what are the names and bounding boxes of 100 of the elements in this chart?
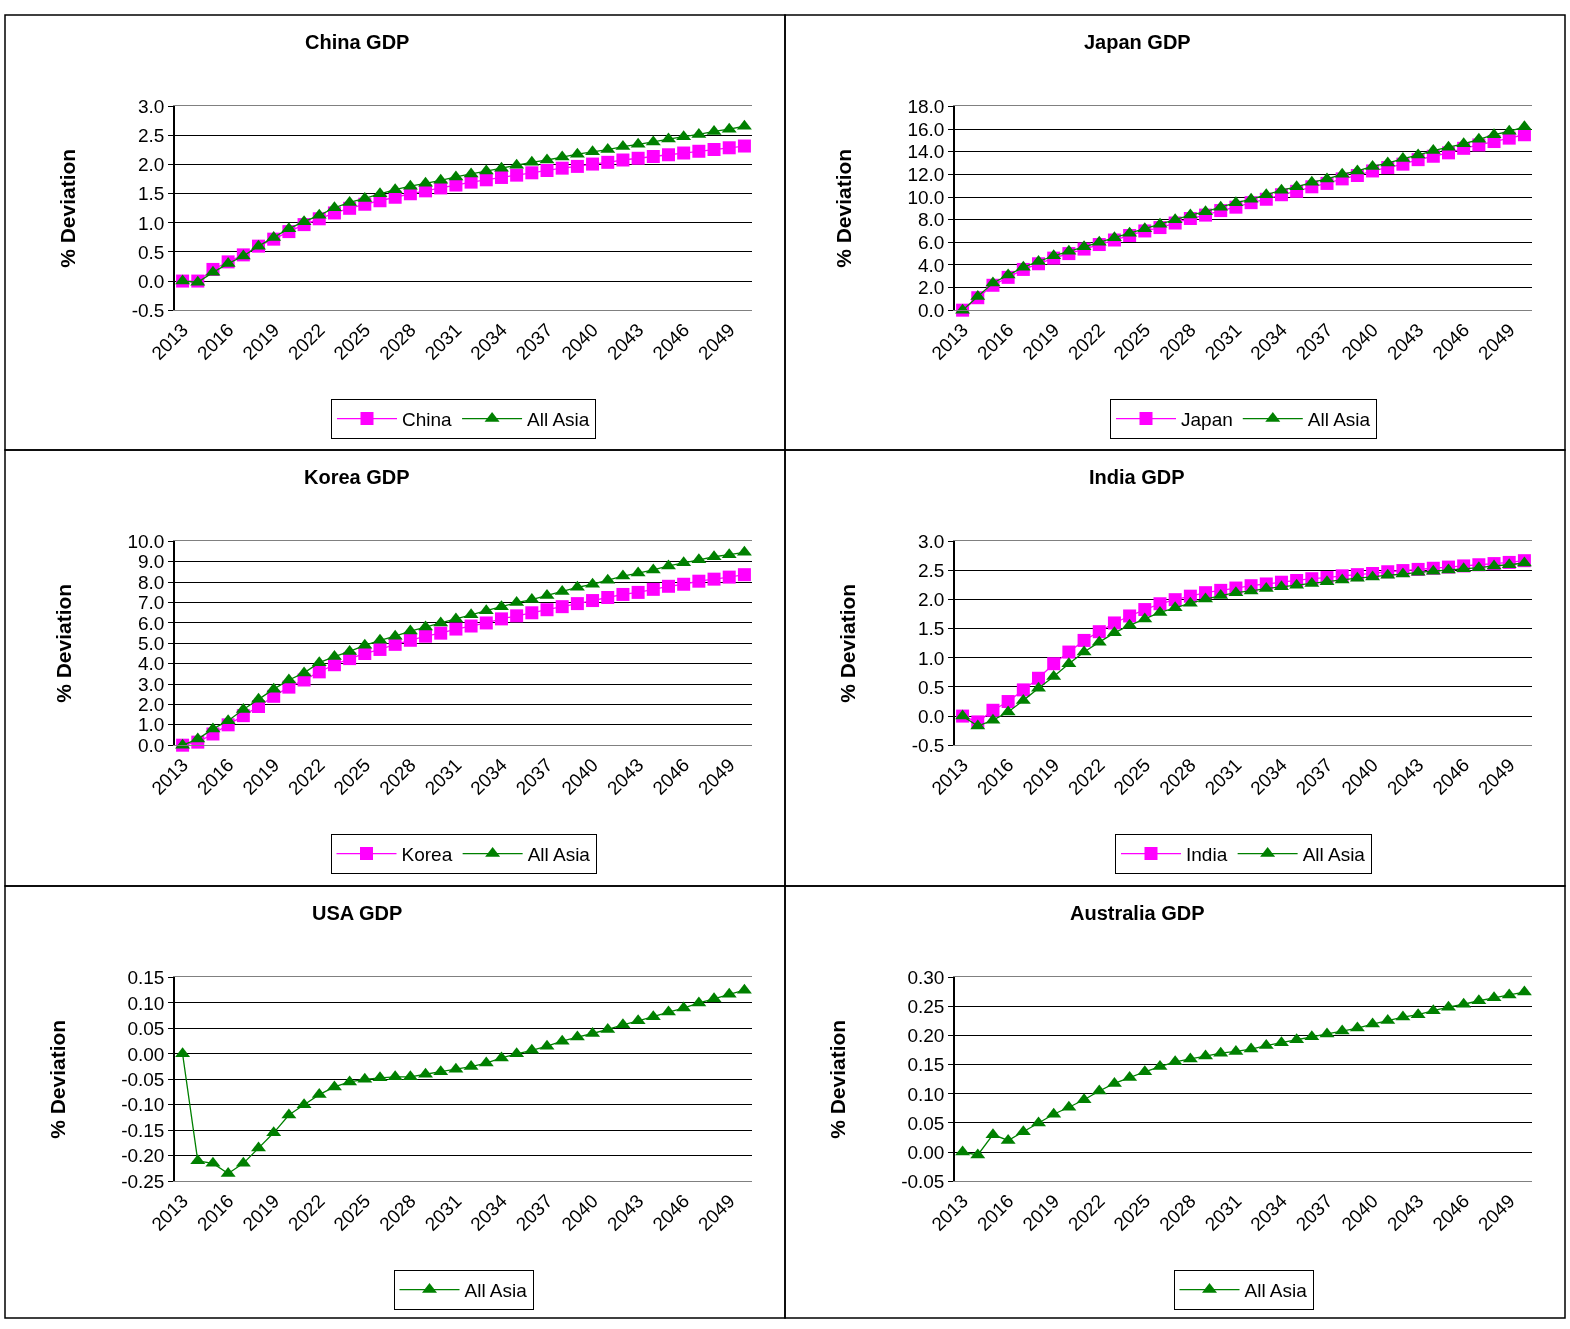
y-tick-label: 7.0 — [138, 592, 165, 614]
y-tick-label: 3.0 — [918, 531, 945, 553]
point — [1138, 603, 1152, 617]
y-tick-label: 0.0 — [918, 705, 945, 727]
y-tick-label: 0.00 — [907, 1141, 945, 1163]
legend-label: India — [1186, 844, 1228, 866]
y-tick-label: 2.0 — [918, 589, 945, 611]
point — [707, 143, 721, 157]
point — [312, 665, 326, 679]
point — [1123, 609, 1137, 623]
point — [479, 616, 493, 630]
y-tick-label: 0.5 — [918, 676, 945, 698]
y-tick-label: 2.5 — [918, 560, 945, 582]
point — [510, 168, 524, 182]
y-tick-label: 1.0 — [138, 714, 165, 736]
y-tick-label: -0.20 — [121, 1145, 165, 1167]
legend-label: All Asia — [464, 1280, 528, 1302]
y-tick-label: 1.0 — [918, 647, 945, 669]
point — [479, 173, 493, 187]
legend-label: All Asia — [1302, 844, 1366, 866]
point — [1153, 597, 1167, 611]
point — [692, 144, 706, 158]
point — [737, 568, 751, 582]
point — [1077, 633, 1091, 647]
y-tick-label: 0.5 — [138, 241, 165, 263]
y-tick-label: -0.5 — [911, 734, 945, 756]
point — [661, 579, 675, 593]
y-axis-title: % Deviation — [832, 148, 856, 268]
point — [722, 141, 736, 155]
y-tick-label: 2.0 — [138, 154, 165, 176]
y-tick-label: 4.0 — [138, 653, 165, 675]
y-tick-label: 5.0 — [138, 632, 165, 654]
y-tick-label: -0.15 — [121, 1119, 165, 1141]
y-axis-title: % Deviation — [56, 148, 80, 268]
y-tick-label: 10.0 — [907, 186, 945, 208]
chart-title: Australia GDP — [1070, 902, 1205, 924]
legend-label: All Asia — [527, 844, 591, 866]
chart-title: Korea GDP — [304, 466, 410, 488]
y-axis-title: % Deviation — [45, 1019, 69, 1139]
point — [601, 591, 615, 604]
y-axis-title: % Deviation — [836, 583, 860, 703]
y-tick-label: 0.0 — [918, 299, 945, 321]
point — [494, 170, 508, 184]
point — [373, 642, 387, 656]
point — [677, 577, 691, 591]
legend-label: Korea — [401, 844, 453, 866]
point — [464, 175, 478, 189]
point — [586, 157, 600, 171]
point — [661, 148, 675, 162]
y-tick-label: 3.0 — [138, 96, 165, 118]
y-tick-label: 0.10 — [907, 1083, 945, 1105]
y-tick-label: 18.0 — [907, 96, 945, 118]
point — [1001, 695, 1015, 709]
point — [1092, 625, 1106, 639]
point — [1107, 616, 1121, 630]
y-axis-title: % Deviation — [52, 583, 76, 703]
point — [737, 139, 751, 153]
y-tick-label: -0.5 — [131, 299, 165, 321]
point — [616, 153, 630, 167]
point — [525, 606, 539, 620]
y-tick-label: 1.0 — [138, 212, 165, 234]
y-tick-label: 0.20 — [907, 1025, 945, 1047]
point — [646, 150, 660, 164]
y-tick-label: 12.0 — [907, 164, 945, 186]
point — [464, 619, 478, 633]
legend-label: Japan — [1181, 409, 1233, 431]
y-tick-label: 0.30 — [907, 967, 945, 989]
point — [570, 597, 584, 611]
point — [570, 159, 584, 173]
y-tick-label: 0.25 — [907, 996, 945, 1018]
point — [555, 600, 569, 614]
point — [616, 587, 630, 601]
y-tick-label: -0.05 — [901, 1170, 945, 1192]
point — [631, 151, 645, 165]
y-tick-label: 2.0 — [918, 277, 945, 299]
y-tick-label: 9.0 — [138, 551, 165, 573]
legend-label: All Asia — [1244, 1280, 1308, 1302]
point — [1032, 671, 1046, 685]
y-tick-label: 6.0 — [138, 612, 165, 634]
point — [540, 163, 554, 177]
y-tick-label: 0.10 — [127, 992, 165, 1014]
y-tick-label: 0.15 — [907, 1054, 945, 1076]
legend-label: All Asia — [1307, 409, 1371, 431]
point — [631, 585, 645, 599]
y-tick-label: 1.5 — [138, 183, 165, 205]
y-tick-label: 10.0 — [127, 531, 165, 553]
y-tick-label: 0.05 — [127, 1018, 165, 1040]
point — [494, 612, 508, 626]
point — [525, 166, 539, 180]
y-tick-label: -0.05 — [121, 1068, 165, 1090]
y-axis-title: % Deviation — [825, 1019, 849, 1139]
point — [722, 570, 736, 584]
point — [434, 626, 448, 640]
y-tick-label: 0.0 — [138, 270, 165, 292]
point — [1016, 683, 1030, 697]
point — [601, 155, 615, 169]
chart-title: USA GDP — [312, 902, 403, 924]
y-tick-label: 8.0 — [918, 209, 945, 231]
y-tick-label: 0.15 — [127, 967, 165, 989]
point — [388, 637, 402, 651]
